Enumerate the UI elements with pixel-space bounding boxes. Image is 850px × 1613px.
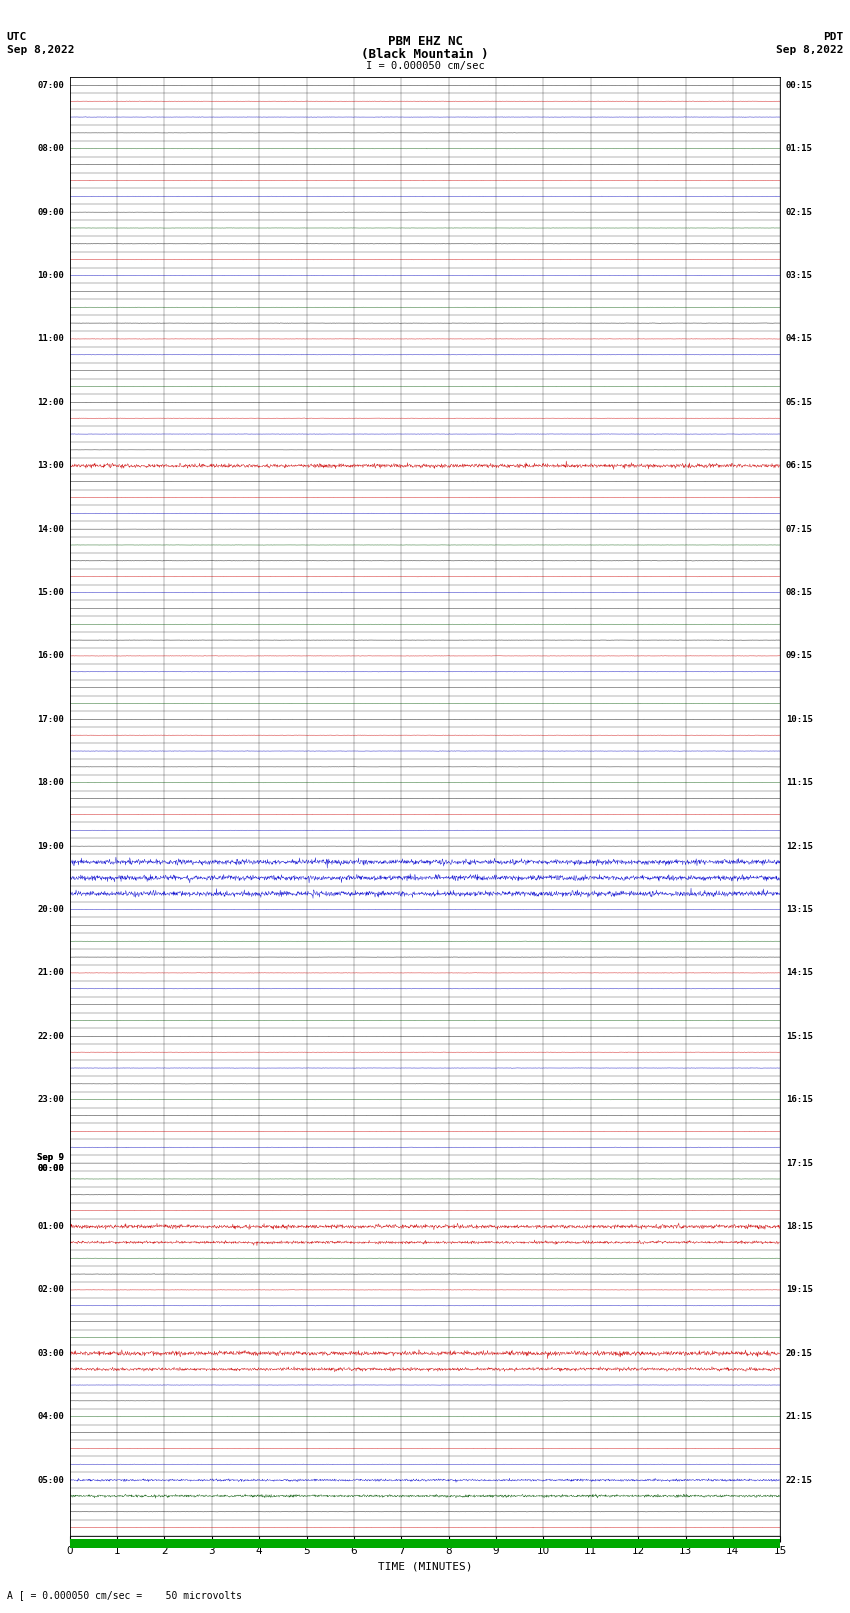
Text: 21:00: 21:00	[37, 968, 64, 977]
Text: 15:00: 15:00	[37, 589, 64, 597]
Text: 09:00: 09:00	[37, 208, 64, 216]
Text: 13:00: 13:00	[37, 461, 64, 471]
Text: I = 0.000050 cm/sec: I = 0.000050 cm/sec	[366, 61, 484, 71]
Text: 02:15: 02:15	[786, 208, 813, 216]
Text: 03:00: 03:00	[37, 1348, 64, 1358]
Text: 11:00: 11:00	[37, 334, 64, 344]
Text: 01:15: 01:15	[786, 144, 813, 153]
Text: 03:15: 03:15	[786, 271, 813, 281]
Text: 22:15: 22:15	[786, 1476, 813, 1484]
Text: 04:15: 04:15	[786, 334, 813, 344]
Text: 14:15: 14:15	[786, 968, 813, 977]
Text: 12:15: 12:15	[786, 842, 813, 850]
Text: 02:00: 02:00	[37, 1286, 64, 1294]
Text: 17:15: 17:15	[786, 1158, 813, 1168]
Text: Sep 9
00:00: Sep 9 00:00	[37, 1153, 64, 1173]
Text: 05:15: 05:15	[786, 398, 813, 406]
Text: 10:15: 10:15	[786, 715, 813, 724]
Text: 18:15: 18:15	[786, 1223, 813, 1231]
Text: 11:15: 11:15	[786, 777, 813, 787]
Text: PDT: PDT	[823, 32, 843, 42]
Text: 16:15: 16:15	[786, 1095, 813, 1105]
Text: 07:15: 07:15	[786, 524, 813, 534]
Text: 10:00: 10:00	[37, 271, 64, 281]
Text: 19:15: 19:15	[786, 1286, 813, 1294]
Text: 18:00: 18:00	[37, 777, 64, 787]
Text: 05:00: 05:00	[37, 1476, 64, 1484]
Text: A [ = 0.000050 cm/sec =    50 microvolts: A [ = 0.000050 cm/sec = 50 microvolts	[7, 1590, 241, 1600]
Text: PBM EHZ NC: PBM EHZ NC	[388, 35, 462, 48]
Text: 22:00: 22:00	[37, 1032, 64, 1040]
Text: (Black Mountain ): (Black Mountain )	[361, 48, 489, 61]
Text: Sep 9
00:00: Sep 9 00:00	[37, 1153, 64, 1173]
Text: 06:15: 06:15	[786, 461, 813, 471]
Text: Sep 8,2022: Sep 8,2022	[776, 45, 843, 55]
Text: 13:15: 13:15	[786, 905, 813, 915]
Text: 08:00: 08:00	[37, 144, 64, 153]
Text: 20:00: 20:00	[37, 905, 64, 915]
Text: 09:15: 09:15	[786, 652, 813, 660]
Text: 23:00: 23:00	[37, 1095, 64, 1105]
Text: 08:15: 08:15	[786, 589, 813, 597]
Text: 01:00: 01:00	[37, 1223, 64, 1231]
X-axis label: TIME (MINUTES): TIME (MINUTES)	[377, 1561, 473, 1571]
Text: UTC: UTC	[7, 32, 27, 42]
Text: 04:00: 04:00	[37, 1413, 64, 1421]
Text: 19:00: 19:00	[37, 842, 64, 850]
Text: 16:00: 16:00	[37, 652, 64, 660]
Text: 20:15: 20:15	[786, 1348, 813, 1358]
Text: 17:00: 17:00	[37, 715, 64, 724]
Text: 07:00: 07:00	[37, 81, 64, 90]
Text: 00:15: 00:15	[786, 81, 813, 90]
Text: Sep 8,2022: Sep 8,2022	[7, 45, 74, 55]
Text: 15:15: 15:15	[786, 1032, 813, 1040]
Text: 14:00: 14:00	[37, 524, 64, 534]
Text: 21:15: 21:15	[786, 1413, 813, 1421]
Text: 12:00: 12:00	[37, 398, 64, 406]
